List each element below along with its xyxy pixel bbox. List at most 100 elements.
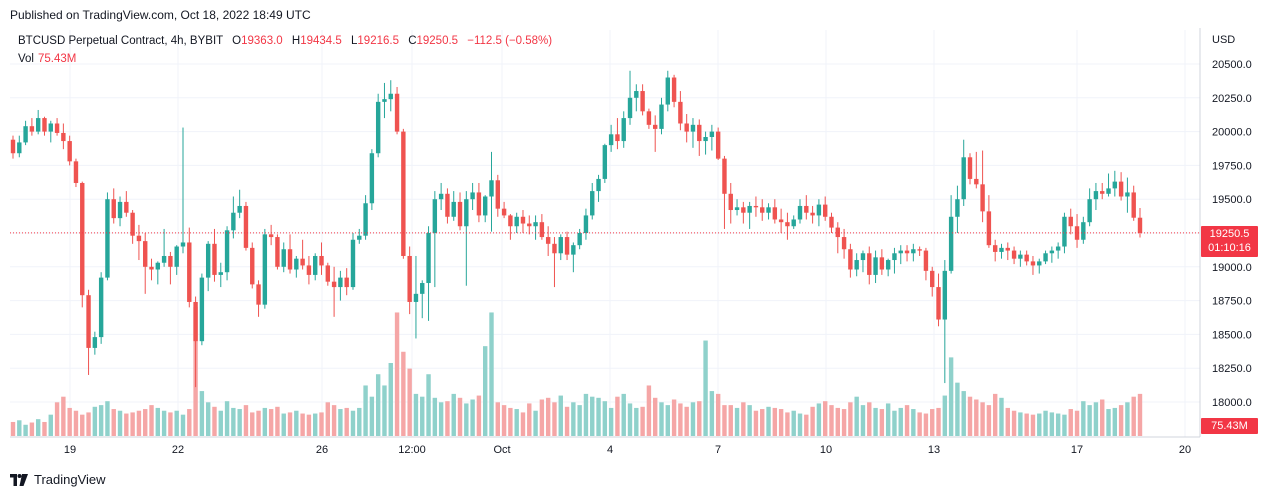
- candle-body: [388, 93, 393, 100]
- candle-body: [728, 193, 733, 211]
- candle-body: [1100, 191, 1105, 194]
- volume-bar: [306, 414, 312, 436]
- time-tick-label: Oct: [493, 444, 510, 456]
- candle-body: [1074, 226, 1080, 240]
- volume-bar: [300, 413, 305, 436]
- volume-bar: [155, 407, 161, 436]
- volume-bar: [256, 410, 261, 436]
- volume-bar: [703, 340, 708, 436]
- candle-body: [961, 157, 966, 200]
- time-tick-label: 10: [820, 444, 832, 456]
- candles: [10, 70, 1143, 388]
- volume-bar: [344, 407, 349, 436]
- candle-body: [35, 118, 41, 132]
- price-tick-label: 19000.0: [1212, 262, 1252, 274]
- candle-body: [187, 242, 192, 302]
- candle-body: [344, 277, 349, 288]
- volume-bar: [917, 412, 922, 436]
- candle-body: [369, 153, 375, 204]
- candle-body: [256, 284, 261, 305]
- volume-bar: [161, 410, 167, 436]
- volume-bar: [438, 402, 444, 436]
- volume-bar: [564, 406, 570, 436]
- candle-body: [250, 247, 255, 285]
- volume-bar: [1043, 410, 1048, 436]
- volume-bar: [294, 410, 299, 436]
- candle-body: [627, 97, 633, 119]
- volume-bar: [237, 409, 242, 436]
- candle-body: [873, 257, 878, 275]
- volume-bar: [357, 407, 362, 436]
- price-tick-label: 19500.0: [1212, 194, 1252, 206]
- candle-body: [86, 295, 91, 348]
- volume-bar: [319, 412, 324, 436]
- candle-body: [980, 184, 985, 212]
- volume-bar: [80, 414, 85, 436]
- volume-bar: [848, 402, 853, 436]
- volume-bar: [577, 405, 582, 436]
- candle-body: [659, 104, 664, 129]
- candle-body: [155, 262, 161, 270]
- footer-brand[interactable]: TradingView: [10, 472, 106, 487]
- candle-body: [300, 258, 305, 266]
- candle-body: [426, 233, 431, 284]
- volume-bar: [1131, 396, 1136, 436]
- candle-body: [760, 207, 765, 213]
- volume-bar: [350, 410, 356, 436]
- candle-body: [577, 233, 582, 246]
- volume-bar: [892, 410, 897, 436]
- candle-body: [124, 201, 129, 213]
- volume-bar: [388, 363, 393, 436]
- candle-body: [1087, 199, 1092, 223]
- candle-body: [564, 237, 570, 255]
- volume-bar: [772, 407, 778, 436]
- candle-body: [615, 134, 620, 142]
- candle-body: [199, 277, 205, 342]
- candle-body: [539, 222, 545, 238]
- volume-bar: [621, 393, 626, 436]
- candle-body: [1118, 181, 1124, 197]
- volume-bar: [753, 410, 759, 436]
- candle-body: [640, 91, 645, 112]
- candle-body: [942, 270, 948, 320]
- volume-bar: [287, 412, 293, 436]
- volume-bar: [948, 357, 954, 436]
- volume-bar: [369, 396, 375, 436]
- candle-body: [986, 211, 992, 246]
- volume-bar: [1118, 405, 1124, 436]
- candle-body: [73, 161, 79, 183]
- volume-bar: [1137, 393, 1143, 436]
- candle-body: [174, 246, 179, 267]
- candle-body: [42, 118, 47, 132]
- volume-bar: [911, 409, 916, 436]
- candle-body: [92, 337, 98, 348]
- volume-bar: [111, 409, 116, 436]
- candle-body: [275, 237, 280, 267]
- candle-body: [804, 205, 809, 213]
- volume-bar: [533, 410, 538, 436]
- volume-bar: [766, 406, 771, 436]
- volume-bar: [778, 409, 784, 436]
- open-label: O: [232, 35, 242, 47]
- candle-body: [98, 277, 104, 338]
- candle-body: [665, 77, 670, 105]
- volume-bar: [92, 406, 98, 436]
- candle-body: [61, 132, 66, 142]
- candle-body: [791, 219, 796, 227]
- candle-body: [451, 201, 456, 217]
- candle-body: [212, 243, 217, 275]
- time-tick-label: 17: [1071, 444, 1083, 456]
- volume-bar: [520, 412, 526, 436]
- candle-body: [29, 126, 35, 132]
- volume-bar: [558, 395, 563, 436]
- bar-countdown: 01:10:16: [1208, 242, 1251, 254]
- time-tick-label: 22: [172, 444, 184, 456]
- open-value: 19363.0: [241, 35, 283, 47]
- volume-bar: [136, 410, 142, 436]
- price-tick-label: 18500.0: [1212, 329, 1252, 341]
- volume-bar: [728, 405, 733, 436]
- volume-bar: [1011, 410, 1017, 436]
- volume-bar: [816, 403, 822, 436]
- candle-body: [860, 253, 866, 261]
